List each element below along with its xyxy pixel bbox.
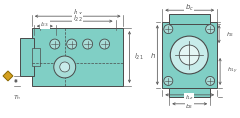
Bar <box>162 22 217 88</box>
Text: $l_{22}$: $l_{22}$ <box>73 14 83 24</box>
Text: $h_{1y}$: $h_{1y}$ <box>227 66 238 76</box>
Text: $l_{1z}$: $l_{1z}$ <box>185 93 194 102</box>
Circle shape <box>164 25 173 34</box>
Polygon shape <box>3 71 13 81</box>
Text: $l_{23}$: $l_{23}$ <box>40 20 49 29</box>
Circle shape <box>83 39 93 49</box>
Bar <box>169 88 210 97</box>
Circle shape <box>50 39 60 49</box>
Circle shape <box>170 36 208 74</box>
Bar <box>20 38 34 76</box>
Text: $b_c$: $b_c$ <box>185 3 194 13</box>
Circle shape <box>206 76 215 85</box>
Circle shape <box>54 56 76 78</box>
Text: $h_2$: $h_2$ <box>226 30 234 39</box>
Circle shape <box>100 39 109 49</box>
Circle shape <box>67 39 77 49</box>
Text: $h$: $h$ <box>150 51 156 59</box>
Circle shape <box>164 76 173 85</box>
Circle shape <box>60 62 70 72</box>
Text: $l_{21}$: $l_{21}$ <box>134 52 144 62</box>
Text: $l_{1x}$: $l_{1x}$ <box>73 8 83 18</box>
Bar <box>169 14 210 24</box>
Bar <box>32 28 124 86</box>
Circle shape <box>206 25 215 34</box>
Bar <box>32 48 40 66</box>
Text: $T_h$: $T_h$ <box>13 93 21 102</box>
Circle shape <box>179 45 199 65</box>
Text: $b_2$: $b_2$ <box>185 102 193 111</box>
